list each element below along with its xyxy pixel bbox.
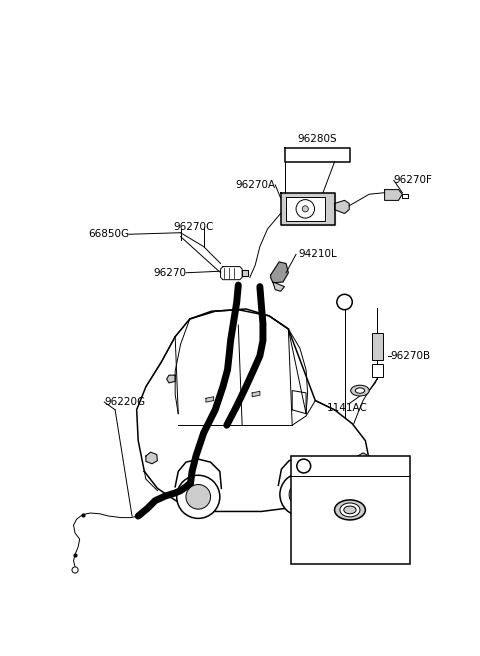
Circle shape (302, 206, 308, 212)
Polygon shape (206, 397, 214, 402)
Circle shape (297, 459, 311, 473)
Circle shape (186, 485, 211, 509)
Bar (291, 456, 410, 564)
Ellipse shape (351, 385, 369, 396)
Ellipse shape (335, 500, 365, 520)
Bar (372, 363, 383, 377)
Polygon shape (292, 390, 306, 414)
Circle shape (72, 567, 78, 573)
Polygon shape (137, 310, 369, 512)
Text: 96270C: 96270C (173, 222, 214, 232)
Polygon shape (384, 190, 402, 200)
Circle shape (337, 295, 352, 310)
Polygon shape (271, 262, 288, 283)
Circle shape (289, 482, 314, 507)
Polygon shape (252, 392, 260, 397)
Circle shape (177, 475, 220, 518)
Polygon shape (402, 194, 408, 198)
Text: 96280S: 96280S (297, 134, 336, 144)
Text: 96270: 96270 (153, 268, 186, 277)
Polygon shape (358, 453, 369, 478)
Circle shape (280, 473, 323, 516)
Polygon shape (146, 452, 157, 464)
Text: a: a (301, 462, 306, 470)
Polygon shape (273, 282, 285, 291)
Polygon shape (167, 375, 175, 383)
Circle shape (296, 199, 314, 218)
Text: 1076AM: 1076AM (335, 461, 380, 471)
Polygon shape (221, 266, 242, 279)
Text: 96270F: 96270F (394, 175, 432, 186)
Ellipse shape (344, 506, 356, 514)
Text: 96270B: 96270B (391, 351, 431, 361)
Polygon shape (335, 200, 349, 213)
Polygon shape (281, 193, 335, 225)
Polygon shape (285, 148, 350, 162)
Polygon shape (286, 197, 324, 221)
Ellipse shape (355, 388, 365, 393)
Text: 66850G: 66850G (88, 229, 129, 239)
Text: 96220G: 96220G (104, 397, 145, 407)
Text: 96270A: 96270A (235, 180, 275, 190)
Text: 94210L: 94210L (299, 249, 337, 259)
Text: 1141AC: 1141AC (327, 403, 368, 413)
Text: a: a (342, 298, 347, 306)
Polygon shape (242, 270, 248, 276)
Ellipse shape (340, 503, 360, 517)
Bar (372, 333, 383, 359)
